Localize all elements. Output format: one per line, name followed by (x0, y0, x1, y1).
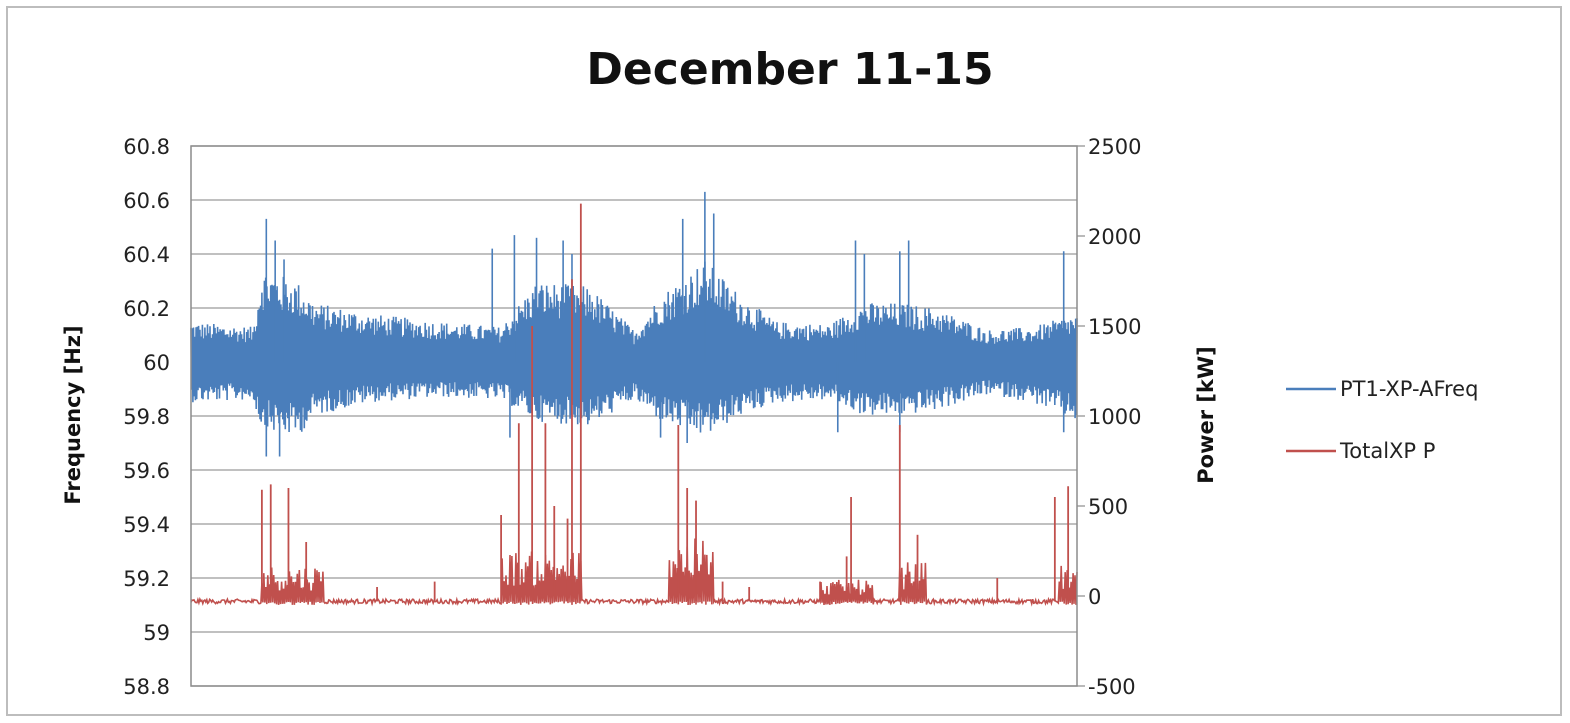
left-axis-title: Frequency [Hz] (61, 325, 85, 504)
left-tick-label: 58.8 (123, 675, 170, 699)
left-axis-ticks: 60.8 60.6 60.4 60.2 60 59.8 59.6 59.4 59.2 59 58.8 (123, 135, 170, 699)
left-tick-label: 59.2 (123, 567, 170, 591)
legend-label-totalxp-p: TotalXP P (1339, 439, 1435, 463)
power-line (190, 538, 1078, 607)
left-tick-label: 59.6 (123, 459, 170, 483)
left-tick-label: 59.4 (123, 513, 170, 537)
legend-label-pt1-xp-afreq: PT1-XP-AFreq (1340, 377, 1478, 401)
right-tick-label: 2000 (1088, 225, 1141, 249)
left-tick-label: 59.8 (123, 405, 170, 429)
left-tick-label: 59 (143, 621, 170, 645)
left-tick-label: 60.2 (123, 297, 170, 321)
left-tick-label: 60.4 (123, 243, 170, 267)
series-totalxp-p (190, 203, 1078, 607)
series-pt1-xp-afreq (190, 191, 1078, 457)
chart-title: December 11-15 (586, 44, 994, 95)
right-axis-ticks: 2500 2000 1500 1000 500 0 -500 (1077, 135, 1141, 699)
right-tick-label: 1000 (1088, 405, 1141, 429)
right-tick-label: 1500 (1088, 315, 1141, 339)
left-tick-label: 60 (143, 351, 170, 375)
right-tick-label: -500 (1088, 675, 1136, 699)
left-tick-label: 60.8 (123, 135, 170, 159)
gridlines (191, 145, 1077, 687)
right-tick-label: 2500 (1088, 135, 1141, 159)
left-tick-label: 60.6 (123, 189, 170, 213)
legend: PT1-XP-AFreq TotalXP P (1286, 377, 1478, 463)
right-tick-label: 500 (1088, 495, 1128, 519)
right-axis-title: Power [kW] (1194, 346, 1218, 483)
freq-line (190, 261, 1078, 433)
right-tick-label: 0 (1088, 585, 1101, 609)
